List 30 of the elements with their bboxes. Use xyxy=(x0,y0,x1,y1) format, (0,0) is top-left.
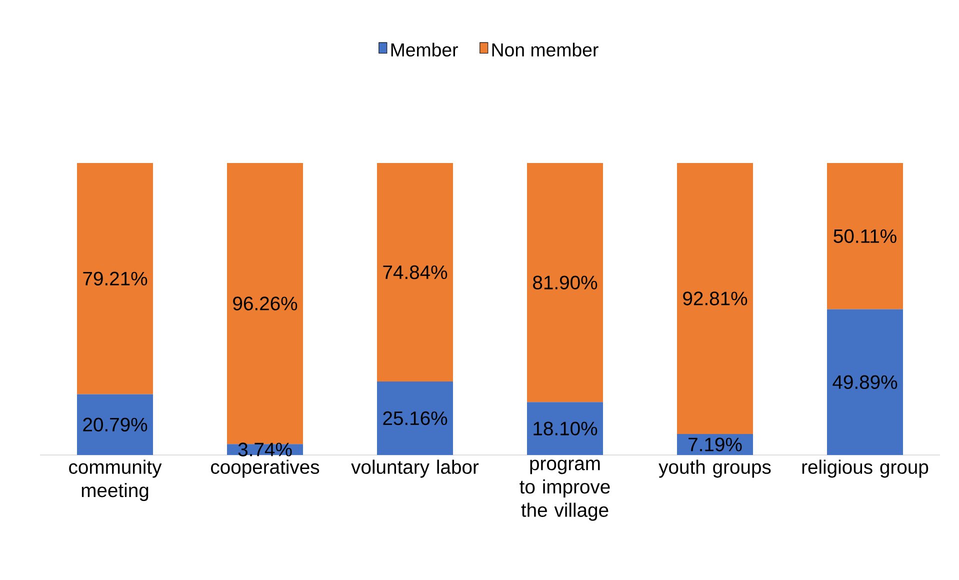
data-label: 50.11% xyxy=(834,229,896,243)
bar xyxy=(377,162,454,382)
bar xyxy=(527,402,604,455)
data-label: 96.26% xyxy=(233,296,298,310)
data-label: 81.90% xyxy=(533,276,598,290)
data-label: 74.84% xyxy=(383,265,448,280)
bar xyxy=(77,394,154,455)
data-label: 18.10% xyxy=(534,422,598,436)
bar xyxy=(827,162,904,310)
x-tick-label: cooperatives xyxy=(211,460,320,478)
x-tick-label: community meeting xyxy=(69,460,162,502)
data-label: 92.81% xyxy=(683,292,748,306)
bar xyxy=(827,309,904,455)
legend-label: Non member xyxy=(492,42,598,57)
data-label: 25.16% xyxy=(383,411,448,426)
bar xyxy=(227,162,304,444)
bar xyxy=(677,162,754,434)
bar xyxy=(377,382,454,455)
bar xyxy=(77,162,154,394)
x-tick-label: voluntary labor xyxy=(351,460,479,478)
data-label: 79.21% xyxy=(83,272,148,286)
x-tick-label: youth groups xyxy=(658,460,771,478)
bar xyxy=(527,162,604,402)
data-label: 20.79% xyxy=(83,418,148,432)
data-label: 7.19% xyxy=(688,438,742,452)
legend-label: Member xyxy=(391,42,458,57)
data-label: 3.74% xyxy=(238,442,292,456)
x-tick-label: program to improve the village xyxy=(520,460,610,521)
data-label: 49.89% xyxy=(832,375,898,389)
x-tick-label: religious group xyxy=(802,460,928,478)
